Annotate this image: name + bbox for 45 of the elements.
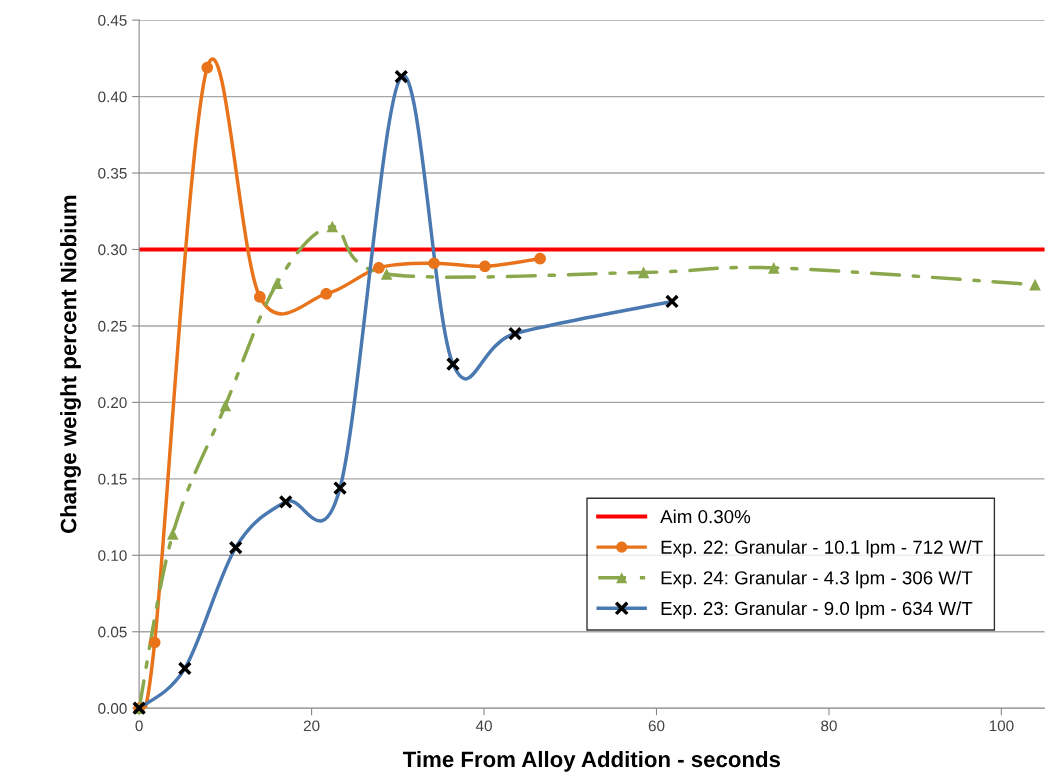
point (534, 252, 546, 265)
y-axis-title: Change weight percent Niobium (60, 195, 81, 534)
point (332, 480, 348, 496)
point (326, 220, 339, 233)
y-tick-label: 0.15 (98, 473, 127, 485)
point (271, 277, 283, 289)
y-tick-label: 0.25 (98, 320, 127, 332)
point (148, 636, 161, 649)
y-tick-label: 0.00 (98, 703, 127, 714)
point (767, 262, 780, 274)
point (380, 268, 393, 280)
point (320, 288, 333, 300)
point (228, 540, 243, 555)
x-tick-label: 0 (135, 720, 143, 732)
point (278, 494, 293, 509)
point (166, 528, 179, 540)
x-tick-label: 20 (303, 720, 320, 732)
y-tick-label: 0.05 (98, 626, 127, 638)
legend-label: Exp. 24: Granular - 4.3 lpm - 306 W/T (661, 570, 973, 589)
point (507, 326, 523, 341)
point (664, 294, 680, 309)
legend-label: Exp. 22: Granular - 10.1 lpm - 712 W/T (661, 540, 983, 558)
y-tick-label: 0.35 (98, 167, 127, 179)
point (201, 61, 214, 74)
point (479, 260, 491, 273)
y-tick-label: 0.40 (98, 91, 127, 103)
point (254, 291, 266, 303)
point (428, 257, 440, 270)
point (373, 262, 385, 274)
legend-label: Aim 0.30% (660, 509, 751, 524)
y-tick-label: 0.20 (98, 397, 127, 409)
point (637, 266, 650, 279)
x-tick-label: 100 (989, 720, 1014, 732)
y-tick-label: 0.10 (98, 550, 127, 561)
x-tick-label: 80 (821, 720, 837, 732)
x-axis-title: Time From Alloy Addition - seconds (402, 750, 781, 772)
legend-label: Exp. 23: Granular - 9.0 lpm - 634 W/T (661, 601, 973, 619)
point (177, 661, 192, 676)
y-tick-label: 0.30 (98, 244, 127, 256)
y-tick-label: 0.45 (98, 14, 127, 26)
point (219, 399, 232, 412)
point (394, 69, 409, 84)
x-tick-label: 60 (648, 720, 665, 732)
x-tick-label: 40 (475, 720, 492, 732)
point (445, 357, 461, 372)
